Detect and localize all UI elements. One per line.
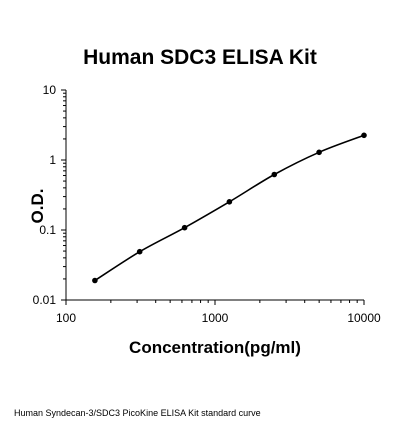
data-point (181, 224, 188, 231)
data-point (226, 199, 233, 205)
y-tick-label: 0.01 (33, 293, 57, 307)
figure-caption: Human Syndecan-3/SDC3 PicoKine ELISA Kit… (14, 408, 261, 418)
y-tick-label: 10 (43, 83, 57, 97)
data-point (316, 149, 322, 156)
data-point (136, 248, 143, 255)
data-point (271, 171, 278, 178)
y-tick-label: 0.1 (39, 223, 56, 237)
axes (65, 90, 364, 301)
tick-labels: 10 1 0.1 0.01 100 1000 10000 (33, 83, 381, 325)
series-group (92, 132, 367, 284)
y-tick-label: 1 (49, 153, 56, 167)
x-tick-label: 100 (56, 311, 76, 325)
chart-title: Human SDC3 ELISA Kit (83, 46, 317, 69)
data-point (92, 277, 98, 284)
tick-marks (61, 89, 365, 305)
x-tick-label: 10000 (347, 311, 381, 325)
data-point (361, 132, 367, 139)
x-tick-label: 1000 (202, 311, 229, 325)
x-axis-label: Concentration(pg/ml) (129, 338, 301, 357)
series-line (94, 134, 365, 282)
